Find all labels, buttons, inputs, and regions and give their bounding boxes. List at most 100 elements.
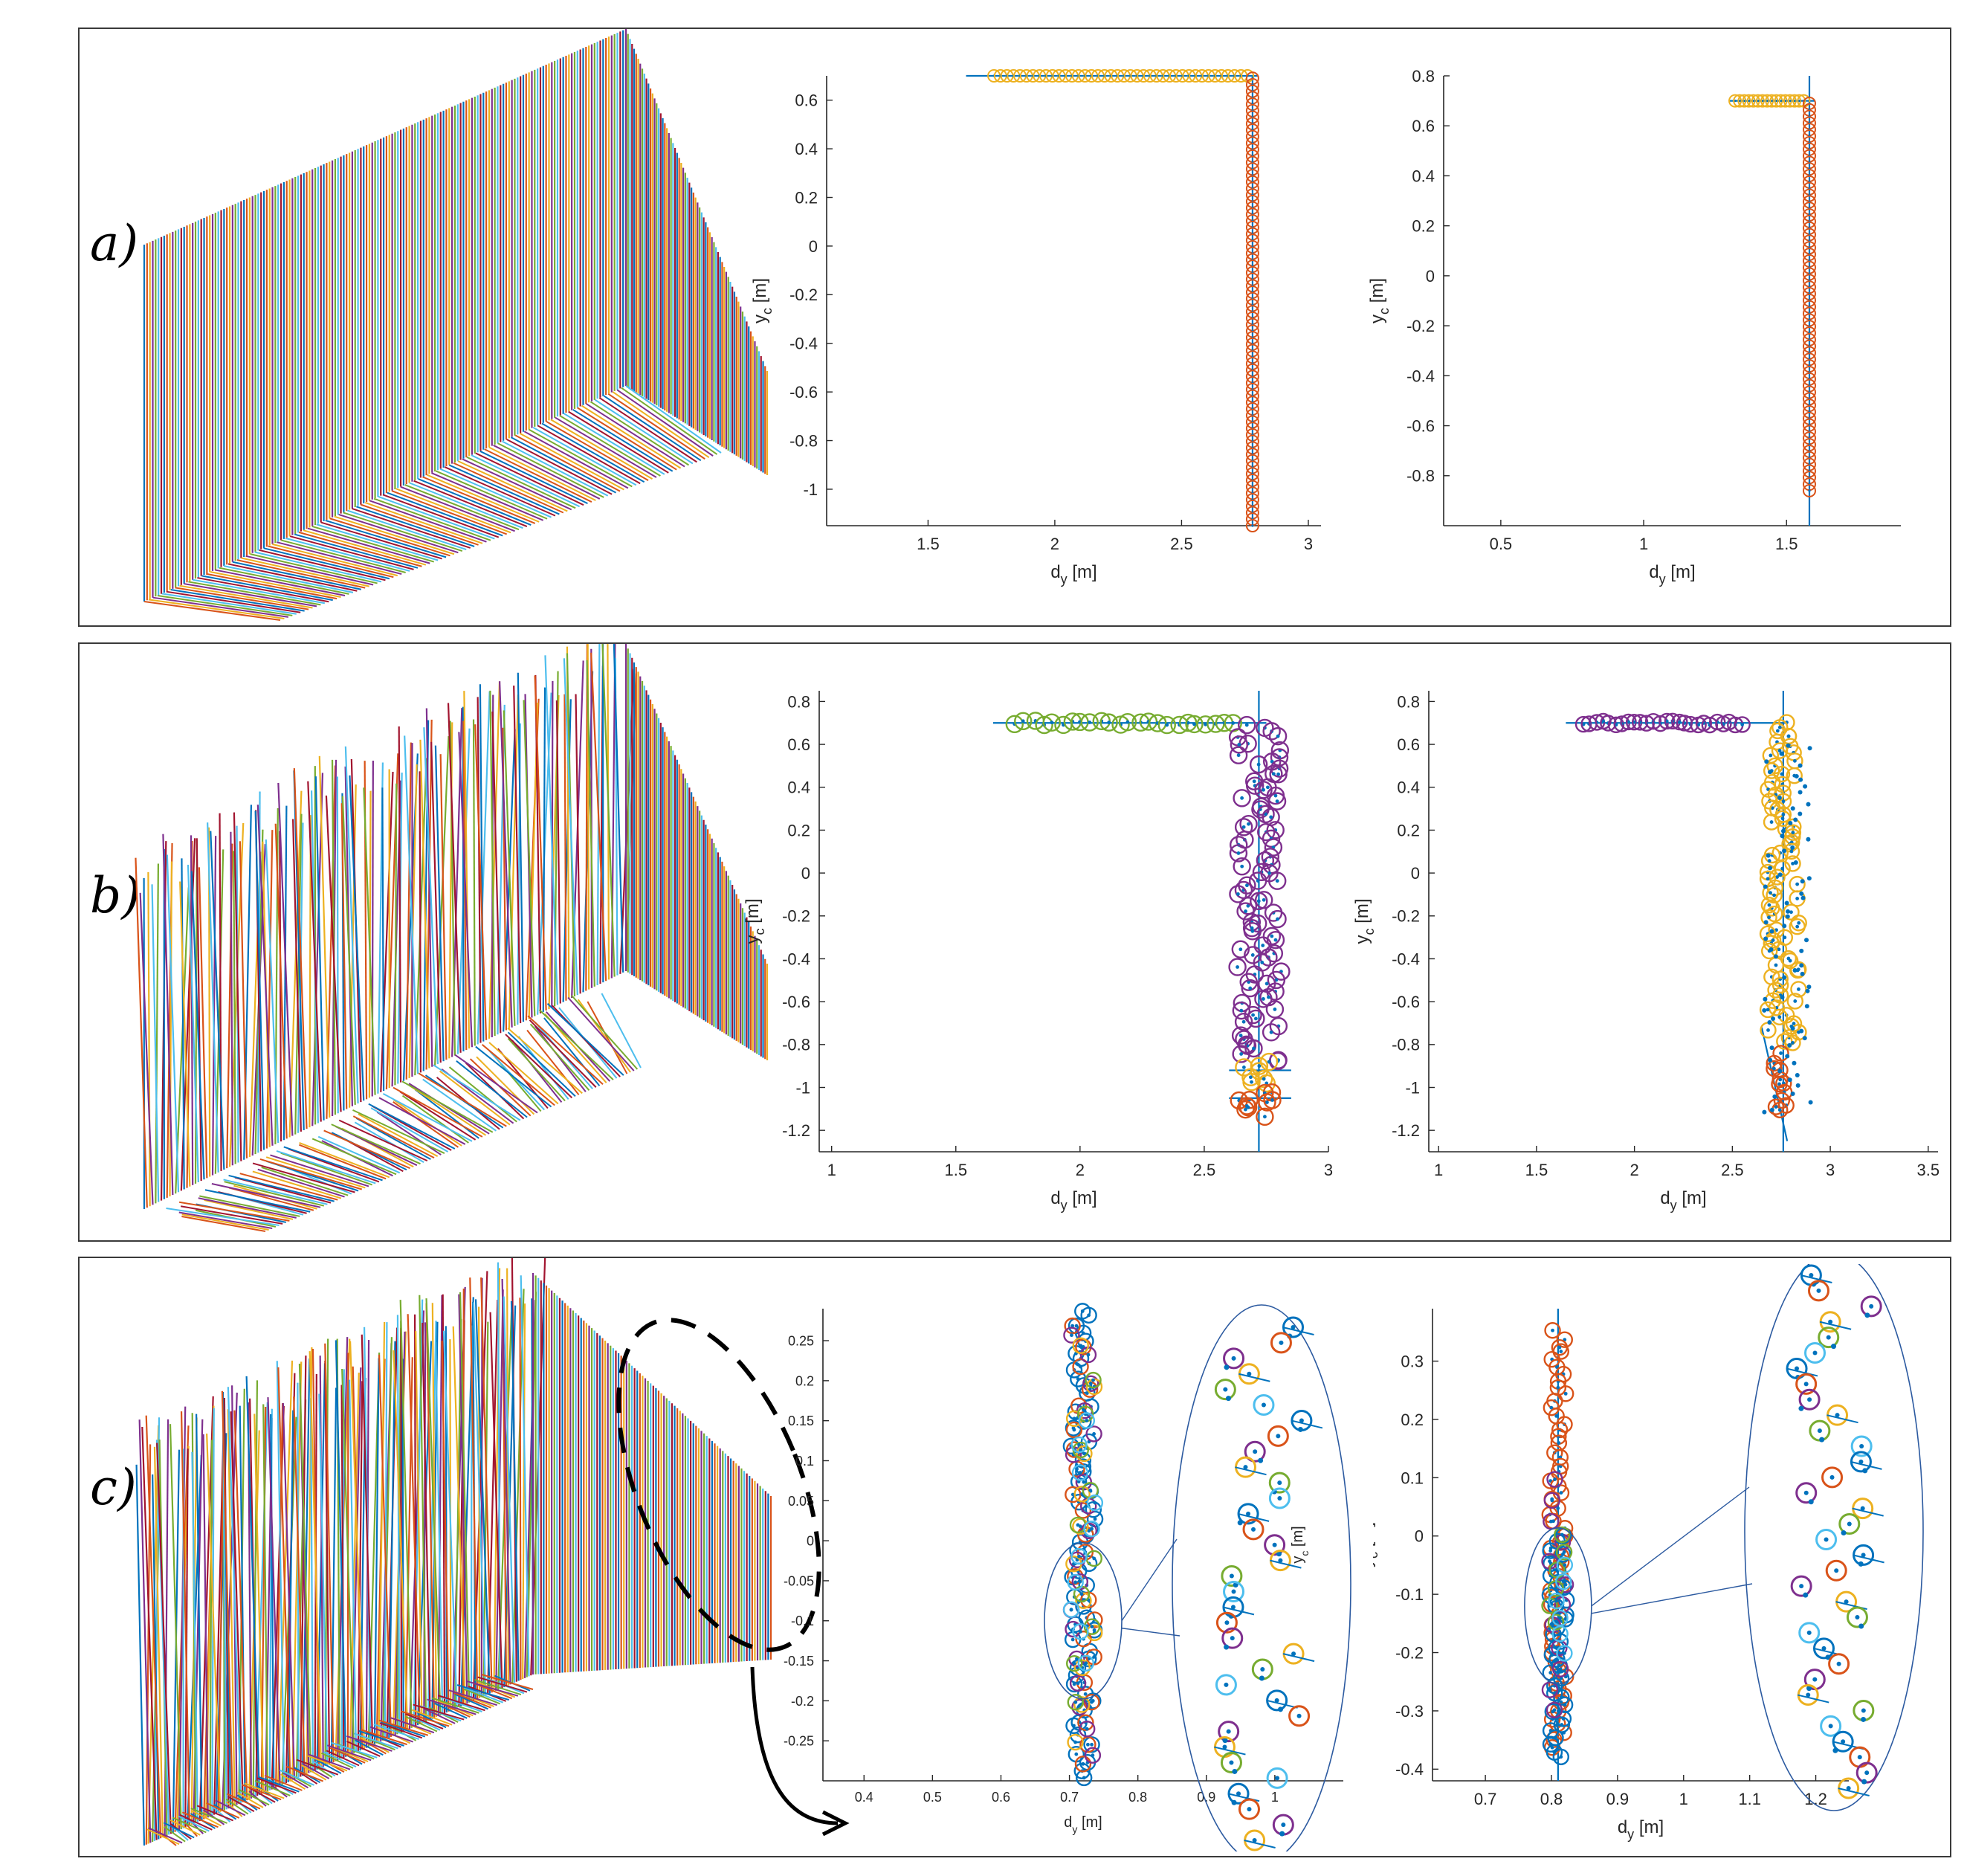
floor-line <box>581 404 682 469</box>
wall-line <box>291 1361 303 1781</box>
data-point-center <box>1244 909 1247 913</box>
data-point-center <box>1276 734 1280 738</box>
data-point-center <box>1273 793 1278 798</box>
floor-line <box>585 403 685 468</box>
x-tick-label: 1.5 <box>1775 535 1798 553</box>
y-tick-label: -0.1 <box>1395 1585 1424 1604</box>
data-point-center <box>1090 1625 1094 1629</box>
data-point <box>1229 885 1247 903</box>
data-point-center <box>1247 822 1250 826</box>
wall-line <box>341 796 356 1105</box>
floor-line <box>356 506 475 547</box>
data-point-center <box>1092 1431 1096 1436</box>
data-point <box>1768 866 1773 871</box>
data-point <box>1541 1681 1559 1698</box>
floor-line <box>507 1028 583 1095</box>
wall-line <box>202 1434 209 1818</box>
data-point <box>1076 1769 1093 1787</box>
floor-line <box>413 1703 465 1721</box>
floor-line <box>259 1158 363 1190</box>
data-point <box>1742 94 1756 108</box>
wall-line <box>474 1299 491 1694</box>
floor-line <box>354 1739 384 1756</box>
wall-line <box>430 741 442 1063</box>
data-point <box>1247 1009 1265 1028</box>
data-point-center <box>1090 1742 1094 1747</box>
data-point-center <box>1772 893 1776 897</box>
wall-line <box>503 1296 516 1683</box>
wall-line <box>141 1426 158 1840</box>
data-point-center <box>1775 875 1779 879</box>
floor-line <box>507 1031 576 1097</box>
wall-line <box>388 1341 396 1738</box>
floor-line <box>188 581 321 606</box>
data-point <box>1085 1425 1102 1443</box>
floor-line <box>181 1213 269 1231</box>
data-point-center <box>1774 1105 1778 1109</box>
floor-line <box>184 583 317 607</box>
floor-line <box>178 1815 210 1832</box>
inset-point <box>1221 1565 1243 1587</box>
data-point-center <box>1083 1692 1088 1696</box>
data-point <box>1546 1444 1563 1461</box>
floor-line <box>354 1732 398 1750</box>
y-tick-label: -0.6 <box>789 383 818 402</box>
floor-line <box>264 1774 303 1791</box>
data-point <box>1267 792 1287 810</box>
data-point-center <box>1559 1491 1563 1495</box>
data-point <box>1795 1072 1800 1077</box>
data-point-center <box>1772 1066 1776 1071</box>
data-point-center <box>1559 1755 1563 1759</box>
data-point-center <box>1270 934 1274 938</box>
floor-line <box>463 1686 504 1703</box>
data-point-center <box>1069 1608 1073 1612</box>
data-point <box>1793 817 1798 822</box>
data-point-center <box>1563 1703 1567 1707</box>
data-point-center <box>1557 1663 1562 1667</box>
data-point <box>1783 94 1797 108</box>
data-point <box>1074 1756 1092 1773</box>
floor-line <box>412 1709 453 1726</box>
floor-line <box>453 462 564 514</box>
wall-line <box>233 812 242 1161</box>
data-point-center <box>1275 879 1279 883</box>
data-point-center <box>1557 1441 1561 1445</box>
floor-line <box>532 426 637 486</box>
data-point <box>1778 94 1792 108</box>
data-point-center <box>1561 1579 1566 1584</box>
inset-dot <box>1841 1530 1847 1536</box>
x-tick-label: 0.9 <box>1606 1790 1630 1808</box>
data-point-center <box>1246 1105 1250 1109</box>
floor-line <box>427 1698 477 1715</box>
wall-line <box>357 1381 364 1752</box>
wall-line <box>575 694 581 994</box>
data-point <box>1063 1327 1080 1344</box>
floor-line <box>414 1089 479 1139</box>
data-point-center <box>1078 1579 1082 1584</box>
wall-line <box>210 831 225 1170</box>
data-point <box>1083 1520 1100 1538</box>
x-tick-label: 1.1 <box>1738 1790 1761 1808</box>
floor-line <box>463 1688 501 1705</box>
data-point <box>1790 981 1807 998</box>
data-point <box>1763 920 1769 925</box>
wall-line <box>196 1414 203 1820</box>
data-point <box>1238 1098 1258 1117</box>
data-point <box>1066 1655 1083 1672</box>
data-point <box>1771 1075 1788 1093</box>
data-point <box>1762 1109 1767 1115</box>
floor-line <box>369 1726 413 1743</box>
floor-line <box>236 559 366 589</box>
floor-line <box>346 1735 393 1752</box>
floor-line <box>257 1777 297 1794</box>
floor-line <box>204 1199 294 1220</box>
data-point <box>1243 922 1262 941</box>
wall-line <box>262 1404 269 1791</box>
y-tick-label: 0.3 <box>1401 1352 1424 1370</box>
inset-segment <box>1838 1788 1870 1796</box>
wall-line <box>425 1298 442 1715</box>
wall-line <box>479 684 485 1042</box>
y-tick-label: -1.2 <box>1392 1121 1420 1140</box>
floor-line <box>178 1211 273 1229</box>
data-point <box>1790 1025 1795 1031</box>
